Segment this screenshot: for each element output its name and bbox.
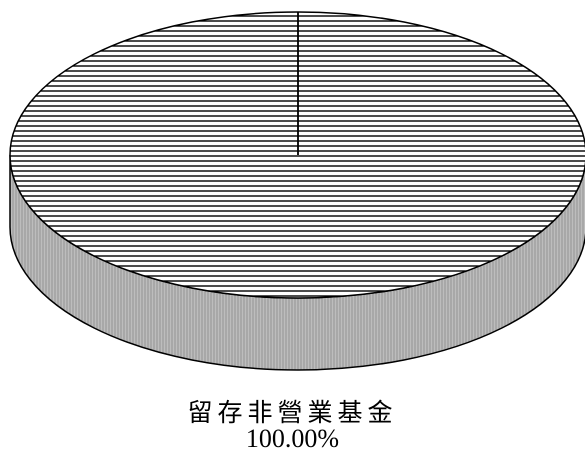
slice-label-name: 留存非營業基金 [187,398,398,427]
slice-label-value: 100.00% [245,424,340,453]
